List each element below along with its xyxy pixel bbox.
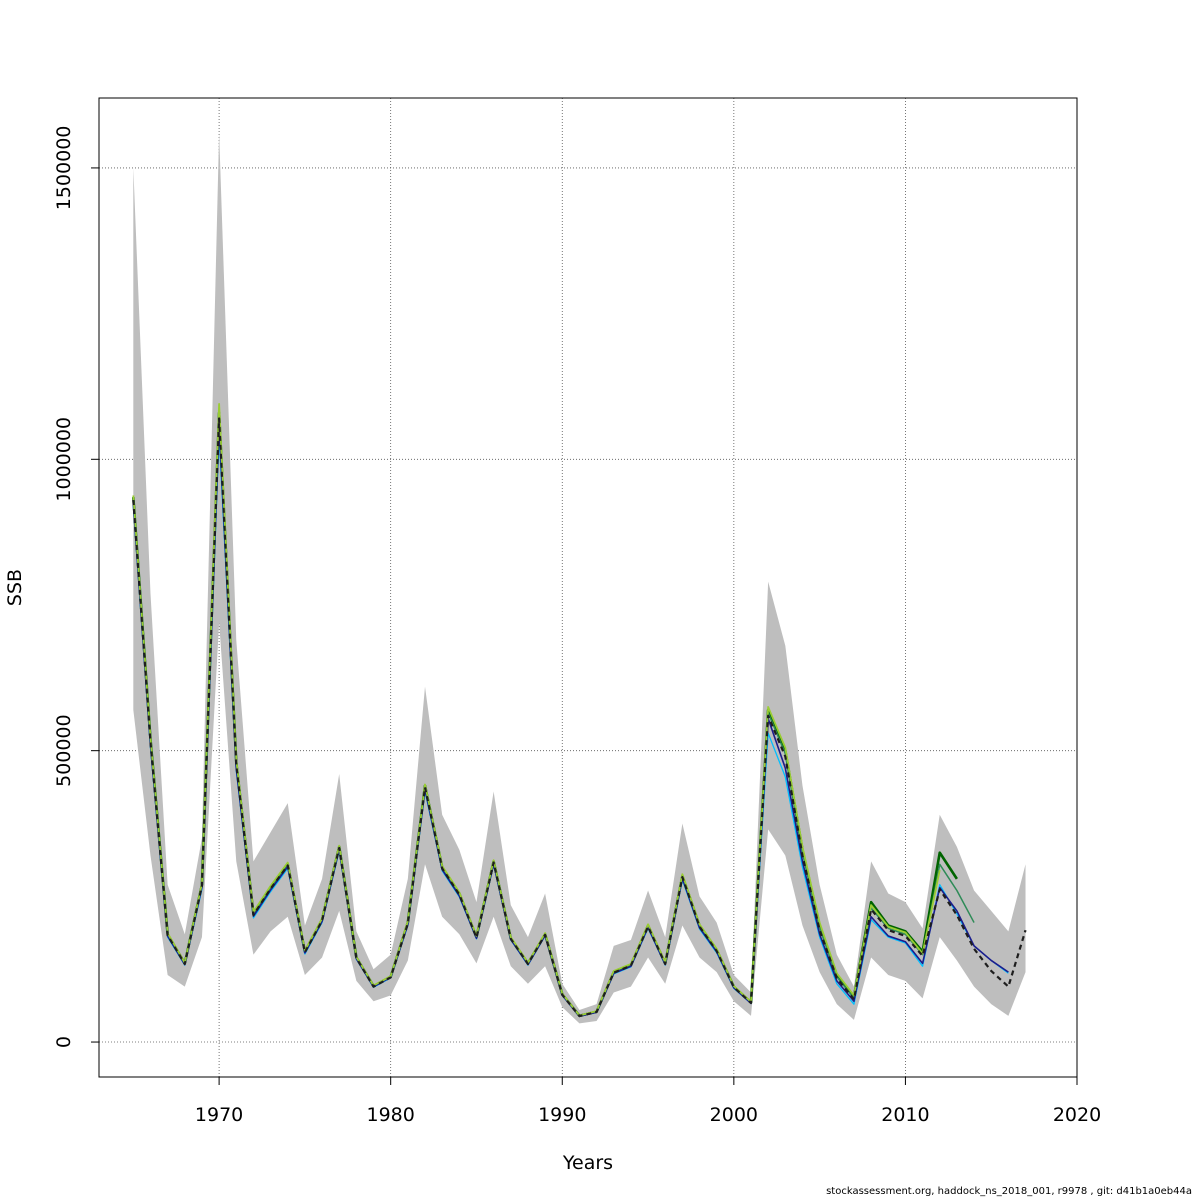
y-tick-label: 500000 bbox=[53, 714, 75, 787]
confidence-band bbox=[133, 132, 1026, 1024]
y-tick-label: 1500000 bbox=[53, 126, 75, 211]
footer-credit: stockassessment.org, haddock_ns_2018_001… bbox=[826, 1186, 1192, 1197]
x-tick-label: 2000 bbox=[710, 1104, 758, 1126]
y-axis-title: SSB bbox=[4, 569, 26, 606]
x-tick-label: 1980 bbox=[367, 1104, 415, 1126]
y-tick-label: 1000000 bbox=[53, 417, 75, 502]
x-axis-title: Years bbox=[562, 1152, 613, 1174]
series-layer bbox=[132, 403, 1027, 1018]
x-tick-label: 1970 bbox=[195, 1104, 243, 1126]
x-tick-label: 2010 bbox=[881, 1104, 929, 1126]
series-line bbox=[132, 417, 1027, 1018]
x-tick-label: 1990 bbox=[538, 1104, 586, 1126]
y-tick-label: 0 bbox=[53, 1036, 75, 1048]
x-tick-label: 2020 bbox=[1053, 1104, 1101, 1126]
x-axis: 1970 1980 1990 2000 2010 2020 bbox=[195, 1076, 1101, 1126]
y-axis: 0 500000 1000000 1500000 bbox=[53, 126, 100, 1048]
confidence-band-layer bbox=[133, 132, 1026, 1024]
